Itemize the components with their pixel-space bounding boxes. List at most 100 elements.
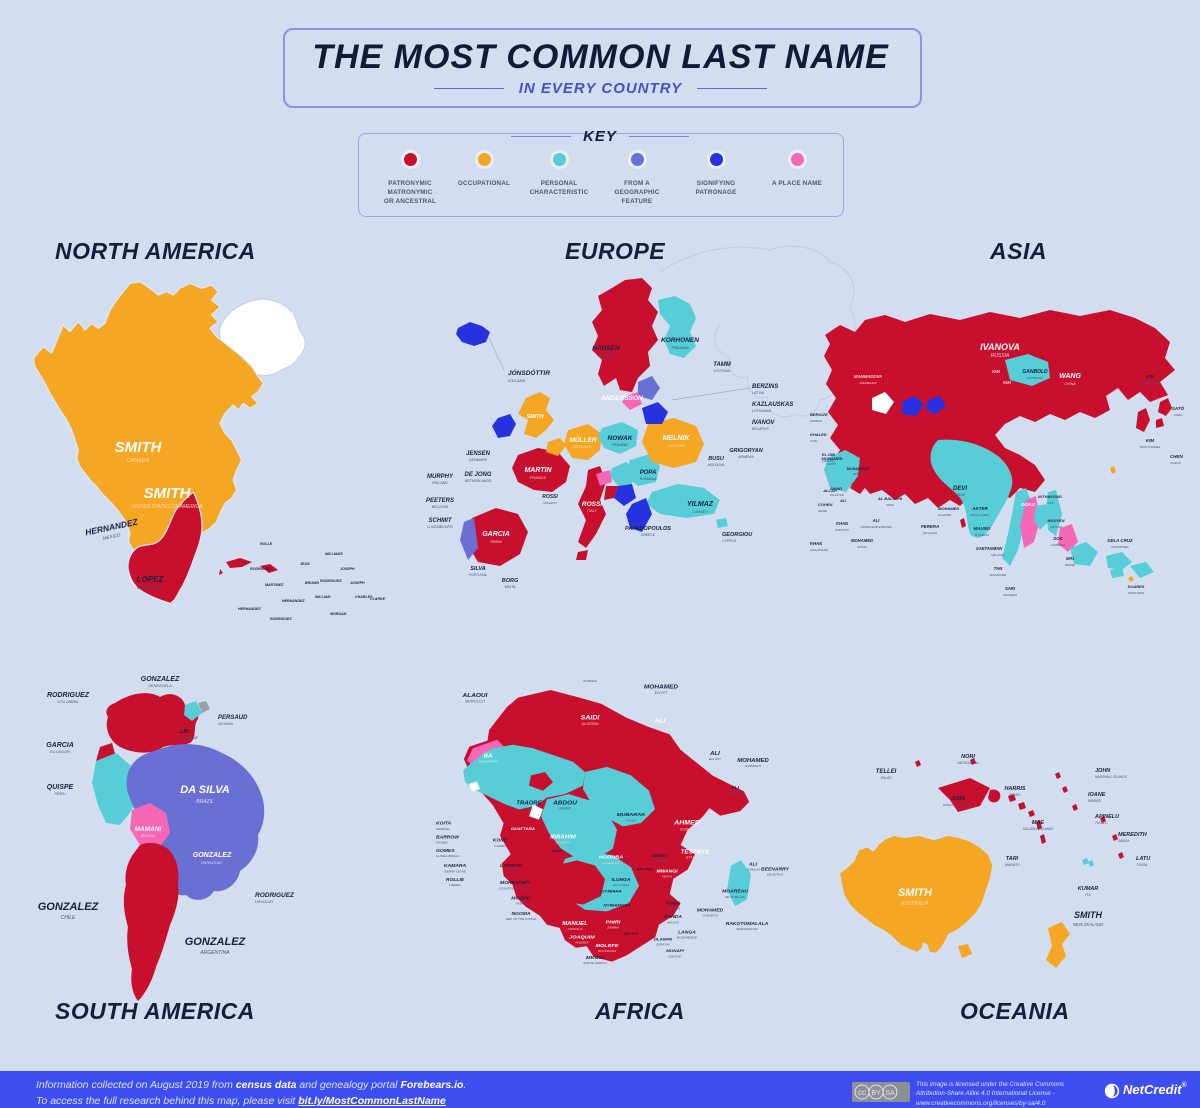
svg-text:TUVALU: TUVALU: [1095, 821, 1108, 825]
svg-text:IVANOV: IVANOV: [752, 420, 776, 426]
svg-text:TAN: TAN: [994, 546, 1004, 551]
svg-text:GONZALEZ: GONZALEZ: [38, 901, 100, 913]
svg-text:KENYA: KENYA: [662, 875, 672, 879]
svg-text:KONE: KONE: [493, 838, 508, 843]
svg-text:TONGA: TONGA: [1136, 863, 1147, 867]
svg-text:UNITED STATES OF AMERICA: UNITED STATES OF AMERICA: [132, 504, 204, 510]
svg-text:HANSEN: HANSEN: [592, 345, 620, 352]
svg-text:GUATEMALA: GUATEMALA: [137, 585, 163, 590]
svg-text:FUMA: FUMA: [666, 901, 680, 906]
svg-text:ANGOLA: ANGOLA: [566, 927, 583, 931]
svg-text:TIMOR LESTE: TIMOR LESTE: [1128, 592, 1144, 595]
svg-text:TUNISIA: TUNISIA: [583, 679, 598, 683]
svg-text:JÓNSDÓTTIR: JÓNSDÓTTIR: [508, 368, 550, 377]
svg-text:BORG: BORG: [502, 578, 519, 584]
svg-text:MOAREAU: MOAREAU: [722, 889, 748, 894]
svg-text:AKTER: AKTER: [971, 506, 988, 511]
svg-text:BOTSWANA: BOTSWANA: [598, 949, 616, 953]
svg-text:NIGER: NIGER: [559, 807, 571, 811]
svg-text:SARI: SARI: [1005, 586, 1016, 591]
svg-text:TAN: TAN: [994, 566, 1004, 571]
svg-text:PERSAUD: PERSAUD: [218, 715, 248, 721]
svg-text:SMITH: SMITH: [1074, 910, 1102, 920]
svg-text:MOLEFE: MOLEFE: [596, 943, 620, 948]
svg-text:SYRIA: SYRIA: [810, 439, 818, 443]
svg-text:GARCIA: GARCIA: [482, 531, 510, 538]
svg-text:INDIA: INDIA: [955, 493, 965, 497]
svg-text:MAURITANIA: MAURITANIA: [478, 760, 497, 764]
svg-text:KIM: KIM: [1003, 380, 1011, 385]
svg-text:RODRIGUEZ: RODRIGUEZ: [320, 579, 342, 583]
svg-text:PORTUGAL: PORTUGAL: [469, 573, 488, 577]
svg-text:JENSEN: JENSEN: [466, 451, 491, 457]
svg-text:SOUTH AFRICA: SOUTH AFRICA: [583, 961, 607, 965]
svg-text:KIM: KIM: [1146, 374, 1155, 379]
svg-text:GONZALEZ: GONZALEZ: [185, 936, 247, 948]
svg-text:CLARKE: CLARKE: [370, 597, 386, 601]
svg-text:WILLIAM: WILLIAM: [315, 595, 331, 599]
svg-text:MANUEL: MANUEL: [562, 921, 588, 926]
svg-text:BELGIUM: BELGIUM: [432, 505, 448, 509]
svg-text:AKUMU: AKUMU: [636, 867, 655, 872]
svg-text:WANG: WANG: [1059, 373, 1081, 380]
svg-text:BERIOZE: BERIOZE: [810, 412, 828, 417]
svg-text:MALI: MALI: [525, 807, 533, 811]
svg-text:DLAMINI: DLAMINI: [654, 937, 673, 942]
svg-text:CAMEROON: CAMEROON: [602, 861, 622, 865]
svg-text:YILMAZ: YILMAZ: [687, 501, 714, 508]
svg-text:BRAZIL: BRAZIL: [196, 799, 214, 805]
svg-text:SIERRA LEONE: SIERRA LEONE: [444, 870, 466, 874]
svg-text:MOHAMMAD: MOHAMMAD: [847, 467, 870, 471]
svg-text:MADAGASCAR: MADAGASCAR: [736, 927, 757, 931]
svg-text:GEORGIOU: GEORGIOU: [722, 532, 753, 538]
svg-text:NIGERIA: NIGERIA: [556, 841, 572, 845]
svg-text:NGOMA: NGOMA: [511, 911, 530, 916]
svg-text:ARMENIA: ARMENIA: [737, 455, 754, 459]
svg-text:SOUTH KOREA: SOUTH KOREA: [1140, 445, 1160, 449]
svg-text:ZAMBIA: ZAMBIA: [606, 926, 619, 930]
svg-text:PAKISTAN: PAKISTAN: [835, 528, 849, 532]
svg-text:LIBERIA: LIBERIA: [449, 883, 461, 887]
svg-text:TELLEI: TELLEI: [876, 769, 897, 775]
svg-text:LAWSON: LAWSON: [500, 864, 523, 869]
svg-text:DR CONGO: DR CONGO: [613, 883, 630, 887]
svg-text:ROSSI: ROSSI: [582, 501, 602, 508]
svg-text:SCHMIT: SCHMIT: [429, 518, 453, 524]
svg-text:VANUATU: VANUATU: [1005, 863, 1021, 867]
svg-text:CHILE: CHILE: [61, 915, 76, 921]
svg-text:KIRIBATI: KIRIBATI: [1088, 799, 1101, 803]
svg-text:ROMANIA: ROMANIA: [640, 477, 657, 481]
svg-text:LUXEMBOURG: LUXEMBOURG: [427, 525, 453, 529]
svg-text:PEETERS: PEETERS: [426, 498, 454, 504]
svg-text:ALI: ALI: [839, 499, 847, 503]
svg-text:MOHAMED: MOHAMED: [737, 758, 769, 763]
svg-text:RODRIGUEZ: RODRIGUEZ: [270, 617, 292, 620]
svg-text:FRANCE: FRANCE: [530, 475, 547, 480]
svg-text:DEVI: DEVI: [953, 486, 967, 492]
svg-text:LOPEZ: LOPEZ: [137, 575, 165, 584]
svg-text:PARAGUAY: PARAGUAY: [201, 860, 223, 865]
svg-text:JEAN: JEAN: [300, 562, 310, 566]
svg-text:ICELAND: ICELAND: [508, 378, 525, 383]
svg-text:BRUNEI: BRUNEI: [1065, 563, 1075, 567]
svg-text:ESTONIA: ESTONIA: [714, 369, 730, 373]
svg-text:ROLLIE: ROLLIE: [446, 877, 465, 882]
svg-text:RODRIGUEZ: RODRIGUEZ: [255, 892, 295, 899]
svg-text:MARSHALL ISLANDS: MARSHALL ISLANDS: [1095, 775, 1128, 779]
svg-text:AL BALUSHI: AL BALUSHI: [877, 496, 903, 501]
svg-text:DA SILVA: DA SILVA: [180, 784, 230, 796]
svg-text:MURPHY: MURPHY: [427, 474, 454, 480]
svg-text:KIM: KIM: [992, 369, 1000, 374]
svg-text:SAMOA: SAMOA: [1118, 839, 1130, 843]
svg-text:BUSU: BUSU: [708, 456, 725, 462]
svg-text:MALDIVES: MALDIVES: [938, 513, 951, 517]
svg-text:MÜLLER: MÜLLER: [569, 435, 596, 444]
svg-text:TESFAYE: TESFAYE: [680, 850, 710, 855]
svg-text:TRAORE: TRAORE: [516, 801, 542, 806]
svg-text:CAMBODIA: CAMBODIA: [1051, 543, 1066, 547]
svg-text:MAE: MAE: [1032, 820, 1045, 826]
svg-text:BERZINS: BERZINS: [752, 384, 778, 390]
svg-text:NGOUBA: NGOUBA: [599, 855, 624, 860]
svg-text:AFGHANISTAN: AFGHANISTAN: [810, 548, 828, 552]
svg-text:NAMIBIA: NAMIBIA: [575, 941, 588, 945]
